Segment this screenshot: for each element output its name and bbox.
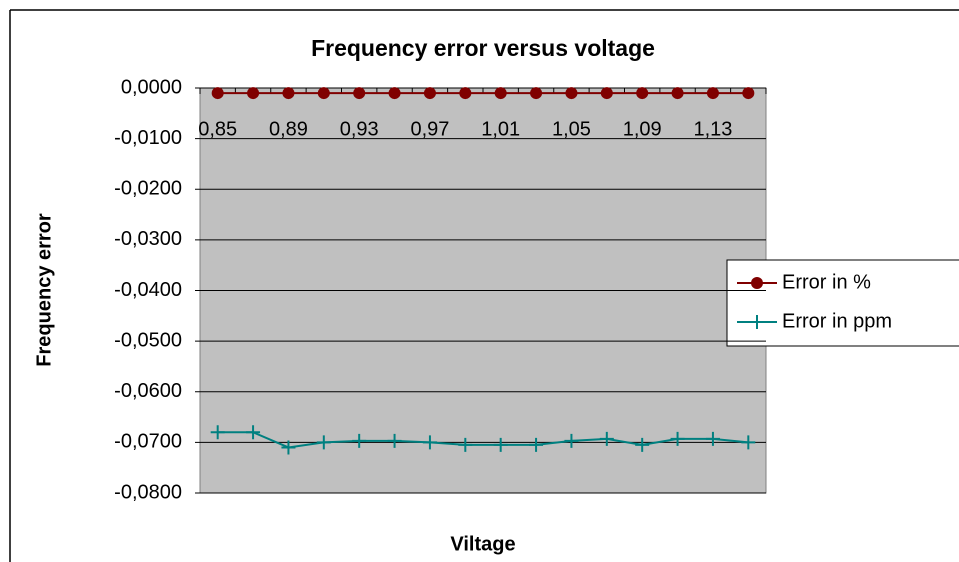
- marker: [599, 431, 614, 446]
- series-line: [217, 431, 749, 449]
- x-tick-label: 1,01: [481, 118, 520, 140]
- marker: [494, 87, 507, 100]
- marker: [246, 425, 261, 440]
- marker: [423, 87, 436, 100]
- marker: [741, 435, 756, 450]
- x-tick-label: 0,85: [198, 118, 237, 140]
- marker: [388, 87, 401, 100]
- marker: [670, 431, 685, 446]
- marker: [530, 87, 543, 100]
- y-tick-label: -0,0100: [114, 127, 182, 149]
- y-tick-label: -0,0600: [114, 380, 182, 402]
- marker: [422, 435, 437, 450]
- x-tick-label: 1,13: [693, 118, 732, 140]
- marker: [353, 87, 366, 100]
- legend-marker: [750, 315, 764, 329]
- legend-marker: [751, 277, 763, 289]
- y-tick-label: -0,0300: [114, 228, 182, 250]
- y-tick-label: -0,0400: [114, 279, 182, 301]
- legend-label: Error in ppm: [782, 310, 892, 332]
- y-tick-label: -0,0700: [114, 431, 182, 453]
- legend-box: [726, 259, 959, 347]
- marker: [316, 435, 331, 450]
- marker: [636, 87, 649, 100]
- marker: [210, 425, 225, 440]
- marker: [247, 87, 260, 100]
- marker: [600, 87, 613, 100]
- marker: [671, 87, 684, 100]
- marker: [459, 87, 472, 100]
- y-tick-label: -0,0800: [114, 481, 182, 503]
- marker: [387, 433, 402, 448]
- marker: [317, 87, 330, 100]
- x-tick-label: 1,09: [623, 118, 662, 140]
- y-tick-label: 0,0000: [121, 76, 182, 98]
- x-tick-label: 0,93: [340, 118, 379, 140]
- x-tick-label: 1,05: [552, 118, 591, 140]
- y-tick-label: -0,0500: [114, 329, 182, 351]
- marker: [458, 437, 473, 452]
- marker: [564, 433, 579, 448]
- marker: [565, 87, 578, 100]
- marker: [493, 437, 508, 452]
- marker: [635, 437, 650, 452]
- x-tick-label: 0,89: [269, 118, 308, 140]
- legend-label: Error in %: [782, 271, 871, 293]
- marker: [705, 431, 720, 446]
- chart-title: Frequency error versus voltage: [311, 35, 655, 61]
- marker: [282, 87, 295, 100]
- marker: [706, 87, 719, 100]
- marker: [529, 437, 544, 452]
- x-tick-label: 0,97: [410, 118, 449, 140]
- marker: [281, 440, 296, 455]
- y-tick-label: -0,0200: [114, 178, 182, 200]
- y-axis-title: Frequency error: [33, 213, 55, 367]
- marker: [211, 87, 224, 100]
- marker: [352, 433, 367, 448]
- x-axis-title: Viltage: [450, 533, 515, 555]
- marker: [742, 87, 755, 100]
